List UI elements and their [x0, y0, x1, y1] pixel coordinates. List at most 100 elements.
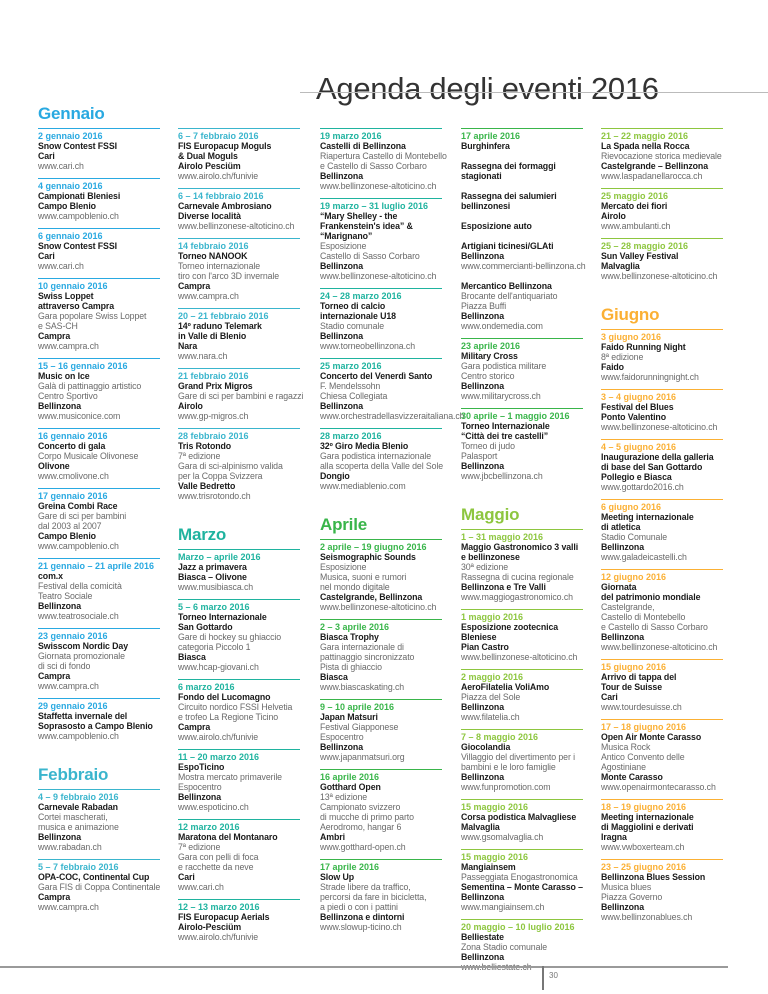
event-link[interactable]: www.cmolivone.ch	[38, 471, 109, 481]
event-detail-line: Giornata promozionale	[38, 651, 125, 661]
event-link[interactable]: www.trisrotondo.ch	[178, 491, 251, 501]
event-title-line: Pollegio e Biasca	[601, 472, 672, 482]
event-link[interactable]: www.tourdesuisse.ch	[601, 702, 682, 712]
event-detail-line: Gara di sci-alpinismo valida	[178, 461, 283, 471]
event-item: 23 – 25 giugno 2016 Bellinzona Blues Sess…	[601, 859, 723, 922]
month-heading: Giugno	[601, 305, 660, 324]
event-detail-line: Gara con pelli di foca	[178, 852, 259, 862]
event-title-line: del patrimonio mondiale	[601, 592, 701, 602]
event-date: 20 – 21 febbraio 2016	[178, 311, 269, 321]
event-link[interactable]: www.bellinzonese-altoticino.ch	[178, 221, 295, 231]
event-link[interactable]: www.campra.ch	[38, 902, 99, 912]
event-link[interactable]: www.maggiogastronomico.ch	[461, 592, 573, 602]
event-item: 2 gennaio 2016 Snow Contest FSSI Cari www.c…	[38, 128, 160, 171]
event-title-line: Open Air Monte Carasso	[601, 732, 702, 742]
event-title-line: Castelli di Bellinzona	[320, 141, 406, 151]
event-detail-line: di mucche di primo parto	[320, 812, 414, 822]
event-link[interactable]: www.gsomalvaglia.ch	[461, 832, 544, 842]
event-link[interactable]: www.filatelia.ch	[461, 712, 520, 722]
event-link[interactable]: www.jbcbellinzona.ch	[461, 471, 543, 481]
event-title-line: Campo Blenio	[38, 201, 96, 211]
event-link[interactable]: www.vwboxerteam.ch	[601, 842, 685, 852]
event-link[interactable]: www.campra.ch	[178, 291, 239, 301]
event-link[interactable]: www.laspadanellarocca.ch	[601, 171, 703, 181]
event-date: 15 giugno 2016	[601, 662, 667, 672]
event-link[interactable]: www.torneobellinzona.ch	[320, 341, 416, 351]
event-detail-line: Brocante dell'antiquariato	[461, 291, 558, 301]
event-date: 6 giugno 2016	[601, 502, 662, 512]
event-link[interactable]: www.galadeicastelli.ch	[601, 552, 687, 562]
event-link[interactable]: www.bellinzonese-altoticino.ch	[320, 602, 437, 612]
event-link[interactable]: www.mediablenio.com	[320, 481, 406, 491]
event-title-line: Faido	[601, 362, 624, 372]
event-item: 6 – 14 febbraio 2016 Carnevale Ambrosiano…	[178, 188, 300, 231]
event-link[interactable]: www.ambulanti.ch	[601, 221, 671, 231]
event-link[interactable]: www.bellinzonese-altoticino.ch	[320, 181, 437, 191]
event-link[interactable]: www.campoblenio.ch	[38, 541, 119, 551]
event-link[interactable]: www.espoticino.ch	[178, 802, 249, 812]
event-title-line: Bellinzona	[461, 251, 504, 261]
event-link[interactable]: www.gotthard-open.ch	[320, 842, 406, 852]
event-link[interactable]: www.campoblenio.ch	[38, 211, 119, 221]
event-title-line: Maratona del Montanaro	[178, 832, 278, 842]
event-link[interactable]: www.campoblenio.ch	[38, 731, 119, 741]
event-title-line: San Gottardo	[178, 622, 233, 632]
event-link[interactable]: www.nara.ch	[178, 351, 228, 361]
event-title-line: Military Cross	[461, 351, 518, 361]
event-link[interactable]: www.faidorunningnight.ch	[601, 372, 699, 382]
event-date: 12 – 13 marzo 2016	[178, 902, 260, 912]
event-detail-line: Torneo di judo	[461, 441, 515, 451]
event-detail-line: Riapertura Castello di Montebello	[320, 151, 447, 161]
event-link[interactable]: www.bellinzonese-altoticino.ch	[601, 642, 718, 652]
event-link[interactable]: www.mangiainsem.ch	[461, 902, 545, 912]
event-link[interactable]: www.bellinzonablues.ch	[601, 912, 693, 922]
event-link[interactable]: www.campra.ch	[38, 341, 99, 351]
event-link[interactable]: www.bellinzonese-altoticino.ch	[601, 422, 718, 432]
event-link[interactable]: www.airolo.ch/funivie	[178, 732, 259, 742]
event-link[interactable]: www.rabadan.ch	[38, 842, 102, 852]
event-detail-line: Rassegna di cucina regionale	[461, 572, 574, 582]
event-link[interactable]: www.funpromotion.com	[461, 782, 551, 792]
event-link[interactable]: www.gp-migros.ch	[178, 411, 249, 421]
event-title-line: Faido Running Night	[601, 342, 686, 352]
event-date: 19 marzo 2016	[320, 131, 382, 141]
event-title-line: Castelgrande – Bellinzona	[601, 161, 709, 171]
event-title-line: Frankenstein's idea” &	[320, 221, 413, 231]
event-detail-line: Stadio Comunale	[601, 532, 667, 542]
event-link[interactable]: www.ondemedia.com	[461, 321, 543, 331]
event-detail-line: Zona Stadio comunale	[461, 942, 548, 952]
event-title-line: Concerto di gala	[38, 441, 106, 451]
event-link[interactable]: www.biascaskating.ch	[320, 682, 405, 692]
event-link[interactable]: www.bellinzonese-altoticino.ch	[320, 271, 437, 281]
event-detail-line: Gara popolare Swiss Loppet	[38, 311, 147, 321]
event-link[interactable]: www.openairmontecarasso.ch	[601, 782, 716, 792]
event-link[interactable]: www.cari.ch	[38, 261, 84, 271]
event-link[interactable]: www.orchestradellasvizzeraitaliana.ch	[320, 411, 465, 421]
event-link[interactable]: www.hcap-giovani.ch	[178, 662, 259, 672]
event-link[interactable]: www.militarycross.ch	[461, 391, 541, 401]
event-item: 17 aprile 2016 Slow Up Strade libere da tr…	[320, 859, 442, 932]
event-link[interactable]: www.bellinzonese-altoticino.ch	[461, 652, 578, 662]
event-link[interactable]: www.japanmatsuri.org	[320, 752, 405, 762]
event-title-line: Bleniese	[461, 632, 497, 642]
event-link[interactable]: www.airolo.ch/funivie	[178, 171, 259, 181]
event-link[interactable]: www.musiconice.com	[38, 411, 121, 421]
event-detail-line: di sci di fondo	[38, 661, 91, 671]
event-link[interactable]: www.musibiasca.ch	[178, 582, 254, 592]
event-link[interactable]: www.gottardo2016.ch	[601, 482, 684, 492]
event-link[interactable]: www.airolo.ch/funivie	[178, 932, 259, 942]
event-link[interactable]: www.commercianti-bellinzona.ch	[461, 261, 586, 271]
event-date: 4 – 9 febbraio 2016	[38, 792, 119, 802]
event-title-line: Bellinzona e Tre Valli	[461, 582, 546, 592]
event-item: 28 febbraio 2016 Tris Rotondo 7ª edizione G…	[178, 428, 300, 501]
event-link[interactable]: www.cari.ch	[38, 161, 84, 171]
event-link[interactable]: www.teatrosociale.ch	[38, 611, 119, 621]
event-link[interactable]: www.bellinzonese-altoticino.ch	[601, 271, 718, 281]
event-date: 15 maggio 2016	[461, 802, 529, 812]
event-detail-line: Festival Giapponese	[320, 722, 399, 732]
event-link[interactable]: www.cari.ch	[178, 882, 224, 892]
event-link[interactable]: www.slowup-ticino.ch	[320, 922, 402, 932]
event-detail-line: 8ª edizione	[601, 352, 644, 362]
event-title-line: Maggio Gastronomico 3 valli	[461, 542, 579, 552]
event-link[interactable]: www.campra.ch	[38, 681, 99, 691]
